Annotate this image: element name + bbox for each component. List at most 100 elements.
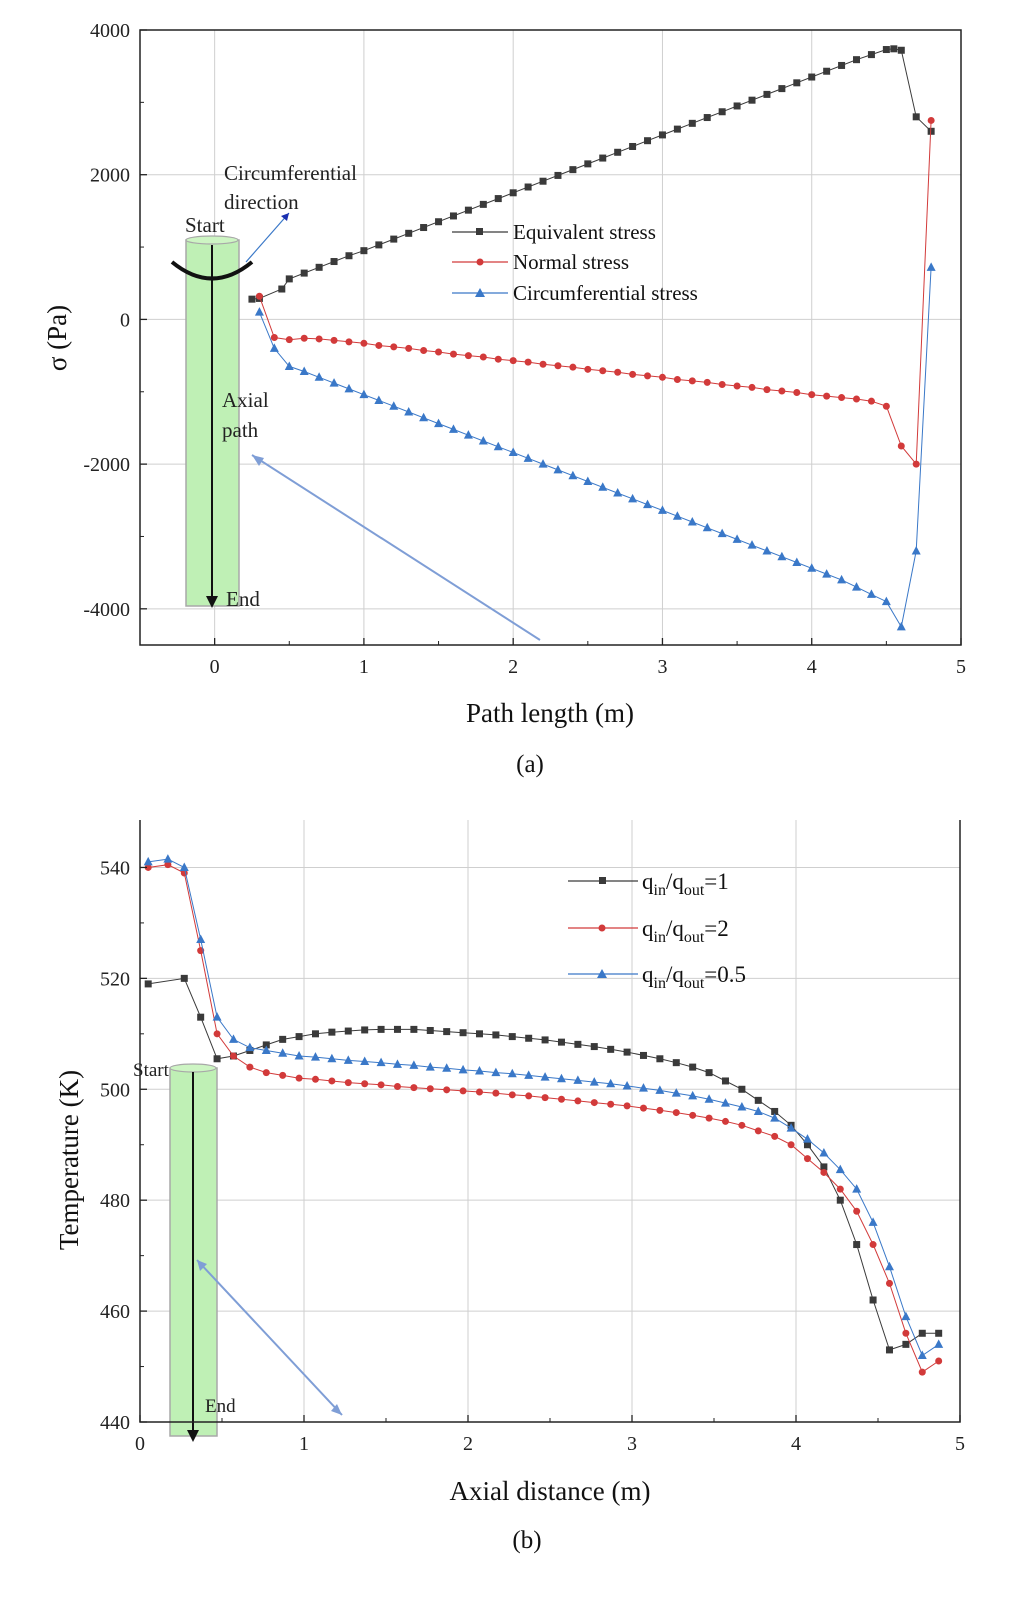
data-point (718, 381, 726, 389)
y-tick-label: 520 (100, 968, 130, 990)
data-point (541, 1036, 549, 1044)
data-point (328, 1028, 336, 1036)
data-point (738, 1121, 746, 1129)
y-axis-label: σ (Pa) (42, 305, 72, 371)
legend-item-equivalent: Equivalent stress (452, 220, 656, 244)
data-point (392, 1059, 402, 1068)
annotation-start: Start (185, 213, 225, 237)
data-point (868, 1217, 878, 1226)
data-point (311, 1030, 319, 1038)
series-line (258, 120, 932, 466)
legend-item-ratio-1: qin/qout=1 (568, 869, 729, 899)
data-point (448, 424, 458, 433)
axes: 0 1 2 3 4 5 -4000 -2000 0 2000 4000 (83, 20, 966, 678)
data-point (507, 1068, 517, 1078)
data-point (375, 241, 383, 249)
data-point (737, 1102, 747, 1111)
data-point (410, 1084, 418, 1092)
x-tick-label: 1 (359, 656, 369, 678)
data-point (754, 1127, 762, 1135)
data-point (836, 1196, 844, 1204)
legend-item-normal: Normal stress (452, 250, 629, 274)
x-tick-label: 4 (791, 1433, 801, 1455)
data-point (569, 363, 577, 371)
data-point (523, 453, 533, 462)
data-point (599, 154, 607, 162)
data-point (638, 1083, 648, 1092)
data-point (836, 1185, 844, 1193)
data-point (491, 1067, 501, 1077)
data-point (343, 1055, 353, 1064)
axial-path-arrowhead (206, 596, 218, 608)
series-2 (254, 262, 936, 631)
data-point (330, 336, 338, 344)
data-point (753, 1106, 763, 1115)
data-point (524, 183, 532, 191)
data-point (671, 1088, 681, 1097)
data-point (246, 1063, 254, 1071)
data-point (927, 116, 935, 124)
data-point (344, 383, 354, 393)
chart-b: Start End 0 1 2 3 4 5 440 460 480 500 520 540 qin/q… (54, 820, 965, 1554)
data-point (702, 522, 712, 532)
annotation-direction: direction (224, 190, 299, 214)
data-point (458, 1064, 468, 1074)
data-point (820, 1163, 828, 1171)
data-point (508, 1091, 516, 1099)
data-point (721, 1077, 729, 1085)
data-point (509, 357, 517, 365)
data-point (245, 1042, 255, 1052)
data-point (837, 574, 847, 584)
data-point (344, 1079, 352, 1087)
circumferential-direction-arrow (170, 260, 254, 281)
legend-marker-triangle (597, 969, 607, 978)
data-point (278, 285, 286, 293)
data-point (802, 1134, 812, 1143)
data-point (732, 534, 742, 543)
axial-path-arrowhead (187, 1430, 199, 1442)
data-point (144, 980, 152, 988)
data-point (902, 1329, 910, 1337)
data-point (390, 343, 398, 351)
data-point (803, 1155, 811, 1163)
data-point (328, 1077, 336, 1085)
data-point (279, 1035, 287, 1043)
data-point (479, 353, 487, 361)
series-1 (255, 116, 935, 468)
data-point (479, 200, 487, 208)
data-point (539, 177, 547, 185)
data-point (492, 1031, 500, 1039)
data-point (494, 355, 502, 363)
data-point (912, 460, 920, 468)
legend-label: qin/qout=0.5 (642, 962, 746, 992)
data-point (763, 386, 771, 394)
data-point (688, 377, 696, 385)
data-point (284, 361, 294, 370)
legend-label: qin/qout=2 (642, 916, 729, 946)
x-tick-label: 5 (955, 1433, 965, 1455)
data-point (443, 1028, 451, 1036)
data-point (228, 1034, 238, 1043)
data-point (656, 1106, 664, 1114)
data-point (393, 1083, 401, 1090)
data-point (344, 1027, 352, 1035)
data-point (229, 1052, 237, 1060)
data-point (163, 854, 173, 863)
data-point (294, 1051, 304, 1060)
data-point (885, 1346, 893, 1354)
data-point (902, 1340, 910, 1348)
y-axis-label: Temperature (K) (54, 1070, 84, 1250)
data-point (897, 46, 905, 54)
data-point (658, 131, 666, 139)
data-point (254, 307, 264, 316)
data-point (459, 1087, 467, 1095)
data-point (823, 67, 831, 75)
data-point (435, 218, 443, 226)
data-point (377, 1025, 385, 1033)
data-point (717, 528, 727, 538)
data-point (778, 387, 786, 395)
data-point (557, 1038, 565, 1046)
data-point (807, 563, 817, 572)
data-point (179, 862, 189, 871)
legend-label: Circumferential stress (513, 281, 698, 305)
